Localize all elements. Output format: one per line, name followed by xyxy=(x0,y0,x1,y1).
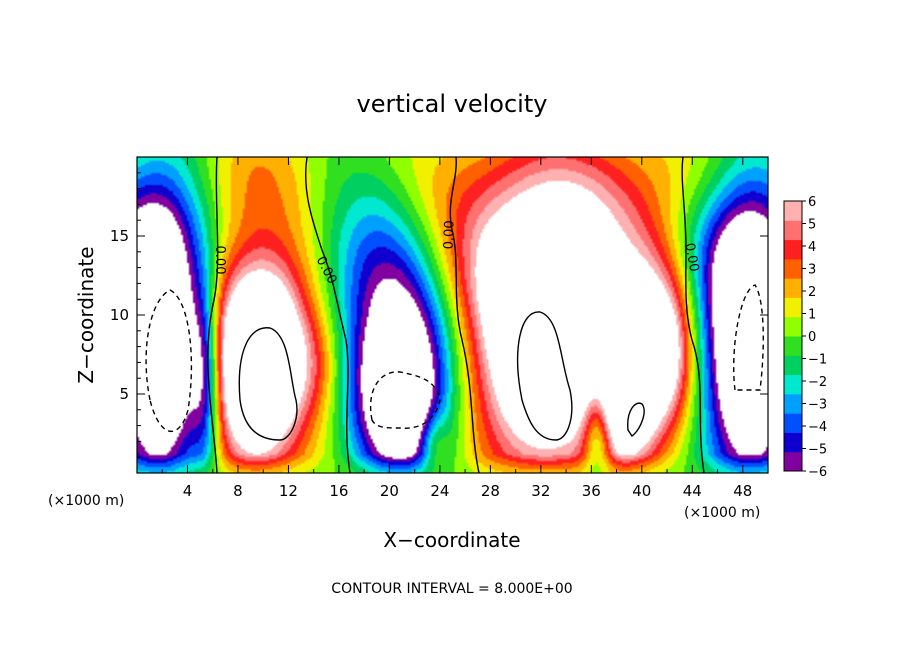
y-tick-label: 15 xyxy=(110,227,129,245)
zero-contour-a xyxy=(207,156,219,474)
dashed-contour-a xyxy=(145,289,193,432)
x-tick-label: 36 xyxy=(582,482,601,500)
colorbar-swatch xyxy=(784,432,802,453)
x-tick-label: 4 xyxy=(183,482,193,500)
colorbar-swatch xyxy=(784,374,802,395)
colorbar-swatch xyxy=(784,413,802,433)
contour-label: 0.00 xyxy=(682,242,702,273)
velocity-field xyxy=(137,157,768,473)
colorbar-tick-label: 1 xyxy=(808,308,816,323)
x-tick-label: 16 xyxy=(329,482,348,500)
colorbar-swatch xyxy=(784,336,802,356)
y-axis: 5 10 15 xyxy=(110,172,768,458)
colorbar-tick-label: −1 xyxy=(808,353,827,368)
contour-interval-note: CONTOUR INTERVAL = 8.000E+00 xyxy=(331,581,572,597)
colorbar-swatch xyxy=(784,393,802,414)
colorbar-tick-label: 4 xyxy=(808,240,816,255)
dashed-contour-c xyxy=(733,284,764,391)
colorbar-tick-label: 0 xyxy=(808,330,816,345)
y-tick-label: 10 xyxy=(110,306,129,324)
x-axis-label: X−coordinate xyxy=(383,528,520,552)
colorbar-swatch xyxy=(784,316,802,337)
contour-label: 0.00 xyxy=(212,246,227,275)
x-unit-right: (×1000 m) xyxy=(684,505,760,521)
colorbar-tick-label: 6 xyxy=(808,195,816,210)
x-tick-label: 12 xyxy=(279,482,298,500)
colorbar-tick-label: −5 xyxy=(808,443,827,458)
colorbar-swatch xyxy=(784,355,802,376)
inner-contour-b xyxy=(517,311,573,441)
colorbar-tick-label: 3 xyxy=(808,263,816,278)
colorbar-tick-label: −2 xyxy=(808,375,827,390)
zero-contour-d xyxy=(681,156,705,474)
colorbar: 6 5 4 3 2 1 0 −1 −2 −3 −4 −5 −6 xyxy=(783,195,827,480)
colorbar-swatch xyxy=(784,220,802,241)
colorbar-swatch xyxy=(784,239,802,260)
x-tick-label: 48 xyxy=(733,482,752,500)
x-tick-label: 20 xyxy=(380,482,399,500)
x-tick-label: 40 xyxy=(632,482,651,500)
colorbar-swatch xyxy=(784,258,802,279)
contour-label: 0.00 xyxy=(442,220,458,249)
colorbar-tick-label: 2 xyxy=(808,285,816,300)
colorbar-tick-label: −3 xyxy=(808,398,827,413)
colorbar-swatch xyxy=(784,201,802,221)
x-tick-label: 8 xyxy=(233,482,243,500)
x-tick-label: 44 xyxy=(683,482,702,500)
x-tick-label: 32 xyxy=(531,482,550,500)
colorbar-tick-label: −6 xyxy=(808,465,827,480)
inner-contour-c xyxy=(627,402,645,438)
chart-title: vertical velocity xyxy=(357,90,548,118)
colorbar-swatch xyxy=(784,297,802,318)
inner-contour-a xyxy=(238,327,298,441)
x-unit-left: (×1000 m) xyxy=(48,493,124,509)
zero-contour-c xyxy=(449,156,480,474)
x-axis: 4 8 12 16 20 24 28 32 36 40 44 48 xyxy=(161,157,752,500)
contour-lines xyxy=(145,156,764,474)
x-tick-label: 24 xyxy=(430,482,449,500)
colorbar-swatch xyxy=(784,451,802,472)
y-tick-label: 5 xyxy=(119,385,129,403)
x-tick-label: 28 xyxy=(481,482,500,500)
dashed-contour-b xyxy=(370,371,441,429)
colorbar-tick-label: −4 xyxy=(808,420,827,435)
colorbar-swatch xyxy=(784,278,802,298)
y-axis-label: Z−coordinate xyxy=(74,246,98,383)
zero-contour-b xyxy=(304,156,351,474)
colorbar-tick-label: 5 xyxy=(808,218,816,233)
